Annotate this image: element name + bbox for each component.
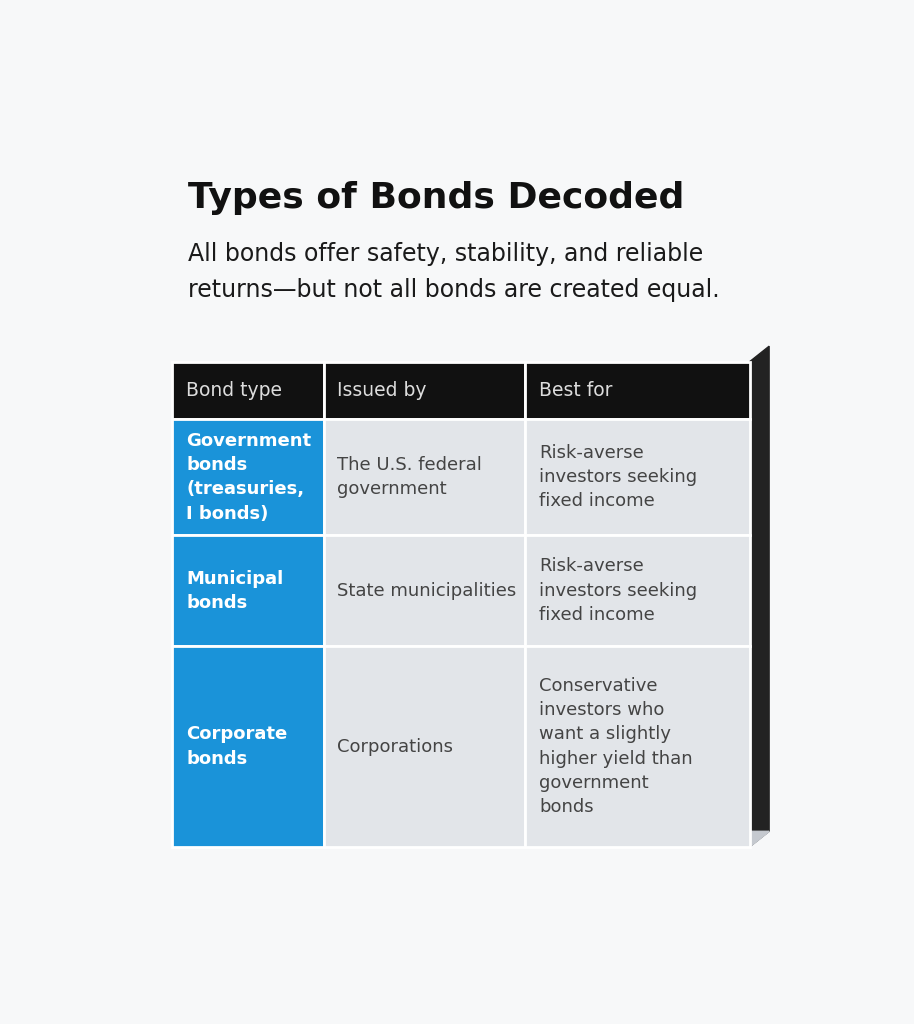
Bar [525,646,749,847]
Bar [324,420,525,535]
Bar [324,646,525,847]
Bar [173,361,324,420]
Text: Risk-averse
investors seeking
fixed income: Risk-averse investors seeking fixed inco… [539,557,697,624]
Text: Risk-averse
investors seeking
fixed income: Risk-averse investors seeking fixed inco… [539,443,697,510]
Text: Corporations: Corporations [337,737,453,756]
Text: State municipalities: State municipalities [337,582,516,600]
Text: Types of Bonds Decoded: Types of Bonds Decoded [188,180,685,215]
Bar [525,420,749,535]
Text: Corporate
bonds: Corporate bonds [186,725,288,768]
Bar [525,361,749,420]
Bar [324,535,525,646]
Text: Bond type: Bond type [186,381,282,400]
Bar [324,361,525,420]
Polygon shape [749,831,769,847]
Text: Conservative
investors who
want a slightly
higher yield than
government
bonds: Conservative investors who want a slight… [539,677,693,816]
Bar [173,646,324,847]
Text: Issued by: Issued by [337,381,427,400]
Bar [173,420,324,535]
Text: Municipal
bonds: Municipal bonds [186,569,283,611]
Text: All bonds offer safety, stability, and reliable
returns—but not all bonds are cr: All bonds offer safety, stability, and r… [188,243,719,302]
Bar [173,535,324,646]
Text: Government
bonds
(treasuries,
I bonds): Government bonds (treasuries, I bonds) [186,432,312,522]
Polygon shape [173,831,769,847]
Bar [525,535,749,646]
Polygon shape [749,346,769,847]
Text: The U.S. federal
government: The U.S. federal government [337,456,483,499]
Text: Best for: Best for [539,381,612,400]
